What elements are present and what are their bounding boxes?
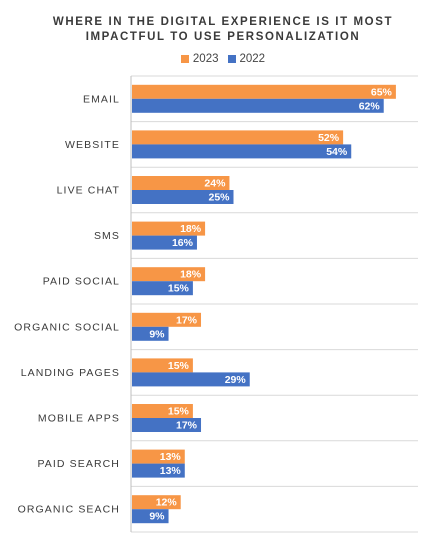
legend-swatch-2023 xyxy=(180,55,189,63)
data-label-2022: 13% xyxy=(160,465,182,477)
chart-title-line-2: IMPACTFUL TO USE PERSONALIZATION xyxy=(85,31,361,43)
category-label: PAID SEARCH xyxy=(37,458,120,470)
bar-2023-website xyxy=(132,130,344,145)
legend-label-2023: 2023 xyxy=(192,53,219,65)
data-label-2022: 54% xyxy=(326,146,348,158)
bar-2022-organic-seach xyxy=(132,509,169,524)
data-label-2023: 24% xyxy=(204,178,226,190)
bar-2022-paid-social xyxy=(132,281,193,296)
chart-legend: 2023 2022 xyxy=(0,53,446,65)
bar-2022-organic-social xyxy=(132,326,169,341)
data-label-2022: 29% xyxy=(225,374,247,386)
data-label-2023: 13% xyxy=(160,451,182,463)
category-label: PAID SOCIAL xyxy=(43,276,120,288)
data-label-2023: 12% xyxy=(156,497,178,509)
data-label-2022: 25% xyxy=(208,192,230,204)
bar-2022-email xyxy=(132,98,384,113)
legend-label-2022: 2022 xyxy=(239,53,266,65)
data-label-2022: 9% xyxy=(149,511,165,523)
bar-2022-live-chat xyxy=(132,190,234,204)
legend-item-2022: 2022 xyxy=(227,53,266,65)
category-label: LIVE CHAT xyxy=(57,185,120,197)
legend-item-2023: 2023 xyxy=(180,53,219,65)
data-label-2023: 18% xyxy=(180,269,202,281)
data-label-2023: 18% xyxy=(180,223,202,235)
data-label-2022: 62% xyxy=(359,100,381,112)
data-label-2023: 65% xyxy=(371,86,393,98)
bar-2023-sms xyxy=(132,221,206,236)
category-label: LANDING PAGES xyxy=(21,367,120,379)
bar-2023-email xyxy=(132,84,396,99)
bar-2023-landing-pages xyxy=(132,358,193,373)
category-label: EMAIL xyxy=(83,93,120,105)
bar-2022-sms xyxy=(132,235,197,250)
bar-2022-website xyxy=(132,144,352,159)
bar-2023-organic-seach xyxy=(132,495,181,510)
data-label-2023: 15% xyxy=(168,406,190,418)
bar-2022-landing-pages xyxy=(132,372,250,387)
category-label: ORGANIC SEACH xyxy=(18,504,120,516)
bar-2023-mobile-apps xyxy=(132,404,193,418)
category-label: SMS xyxy=(94,230,120,242)
bar-2022-mobile-apps xyxy=(132,418,202,432)
bar-2023-paid-search xyxy=(132,449,185,464)
category-label: MOBILE APPS xyxy=(38,413,120,425)
bar-2023-live-chat xyxy=(132,176,230,190)
data-label-2022: 17% xyxy=(176,420,198,432)
data-label-2023: 15% xyxy=(168,360,190,372)
data-label-2022: 16% xyxy=(172,237,194,249)
data-label-2023: 52% xyxy=(318,132,340,144)
data-label-2023: 17% xyxy=(176,314,198,326)
data-label-2022: 9% xyxy=(149,328,165,340)
bar-2022-paid-search xyxy=(132,463,185,478)
chart-title-line-1: WHERE IN THE DIGITAL EXPERIENCE IS IT MO… xyxy=(52,16,394,28)
category-label: WEBSITE xyxy=(65,139,120,151)
category-label: ORGANIC SOCIAL xyxy=(14,321,120,333)
bar-2023-paid-social xyxy=(132,267,206,282)
data-label-2022: 15% xyxy=(168,283,190,295)
legend-swatch-2022 xyxy=(227,55,236,63)
bar-2023-organic-social xyxy=(132,312,202,327)
